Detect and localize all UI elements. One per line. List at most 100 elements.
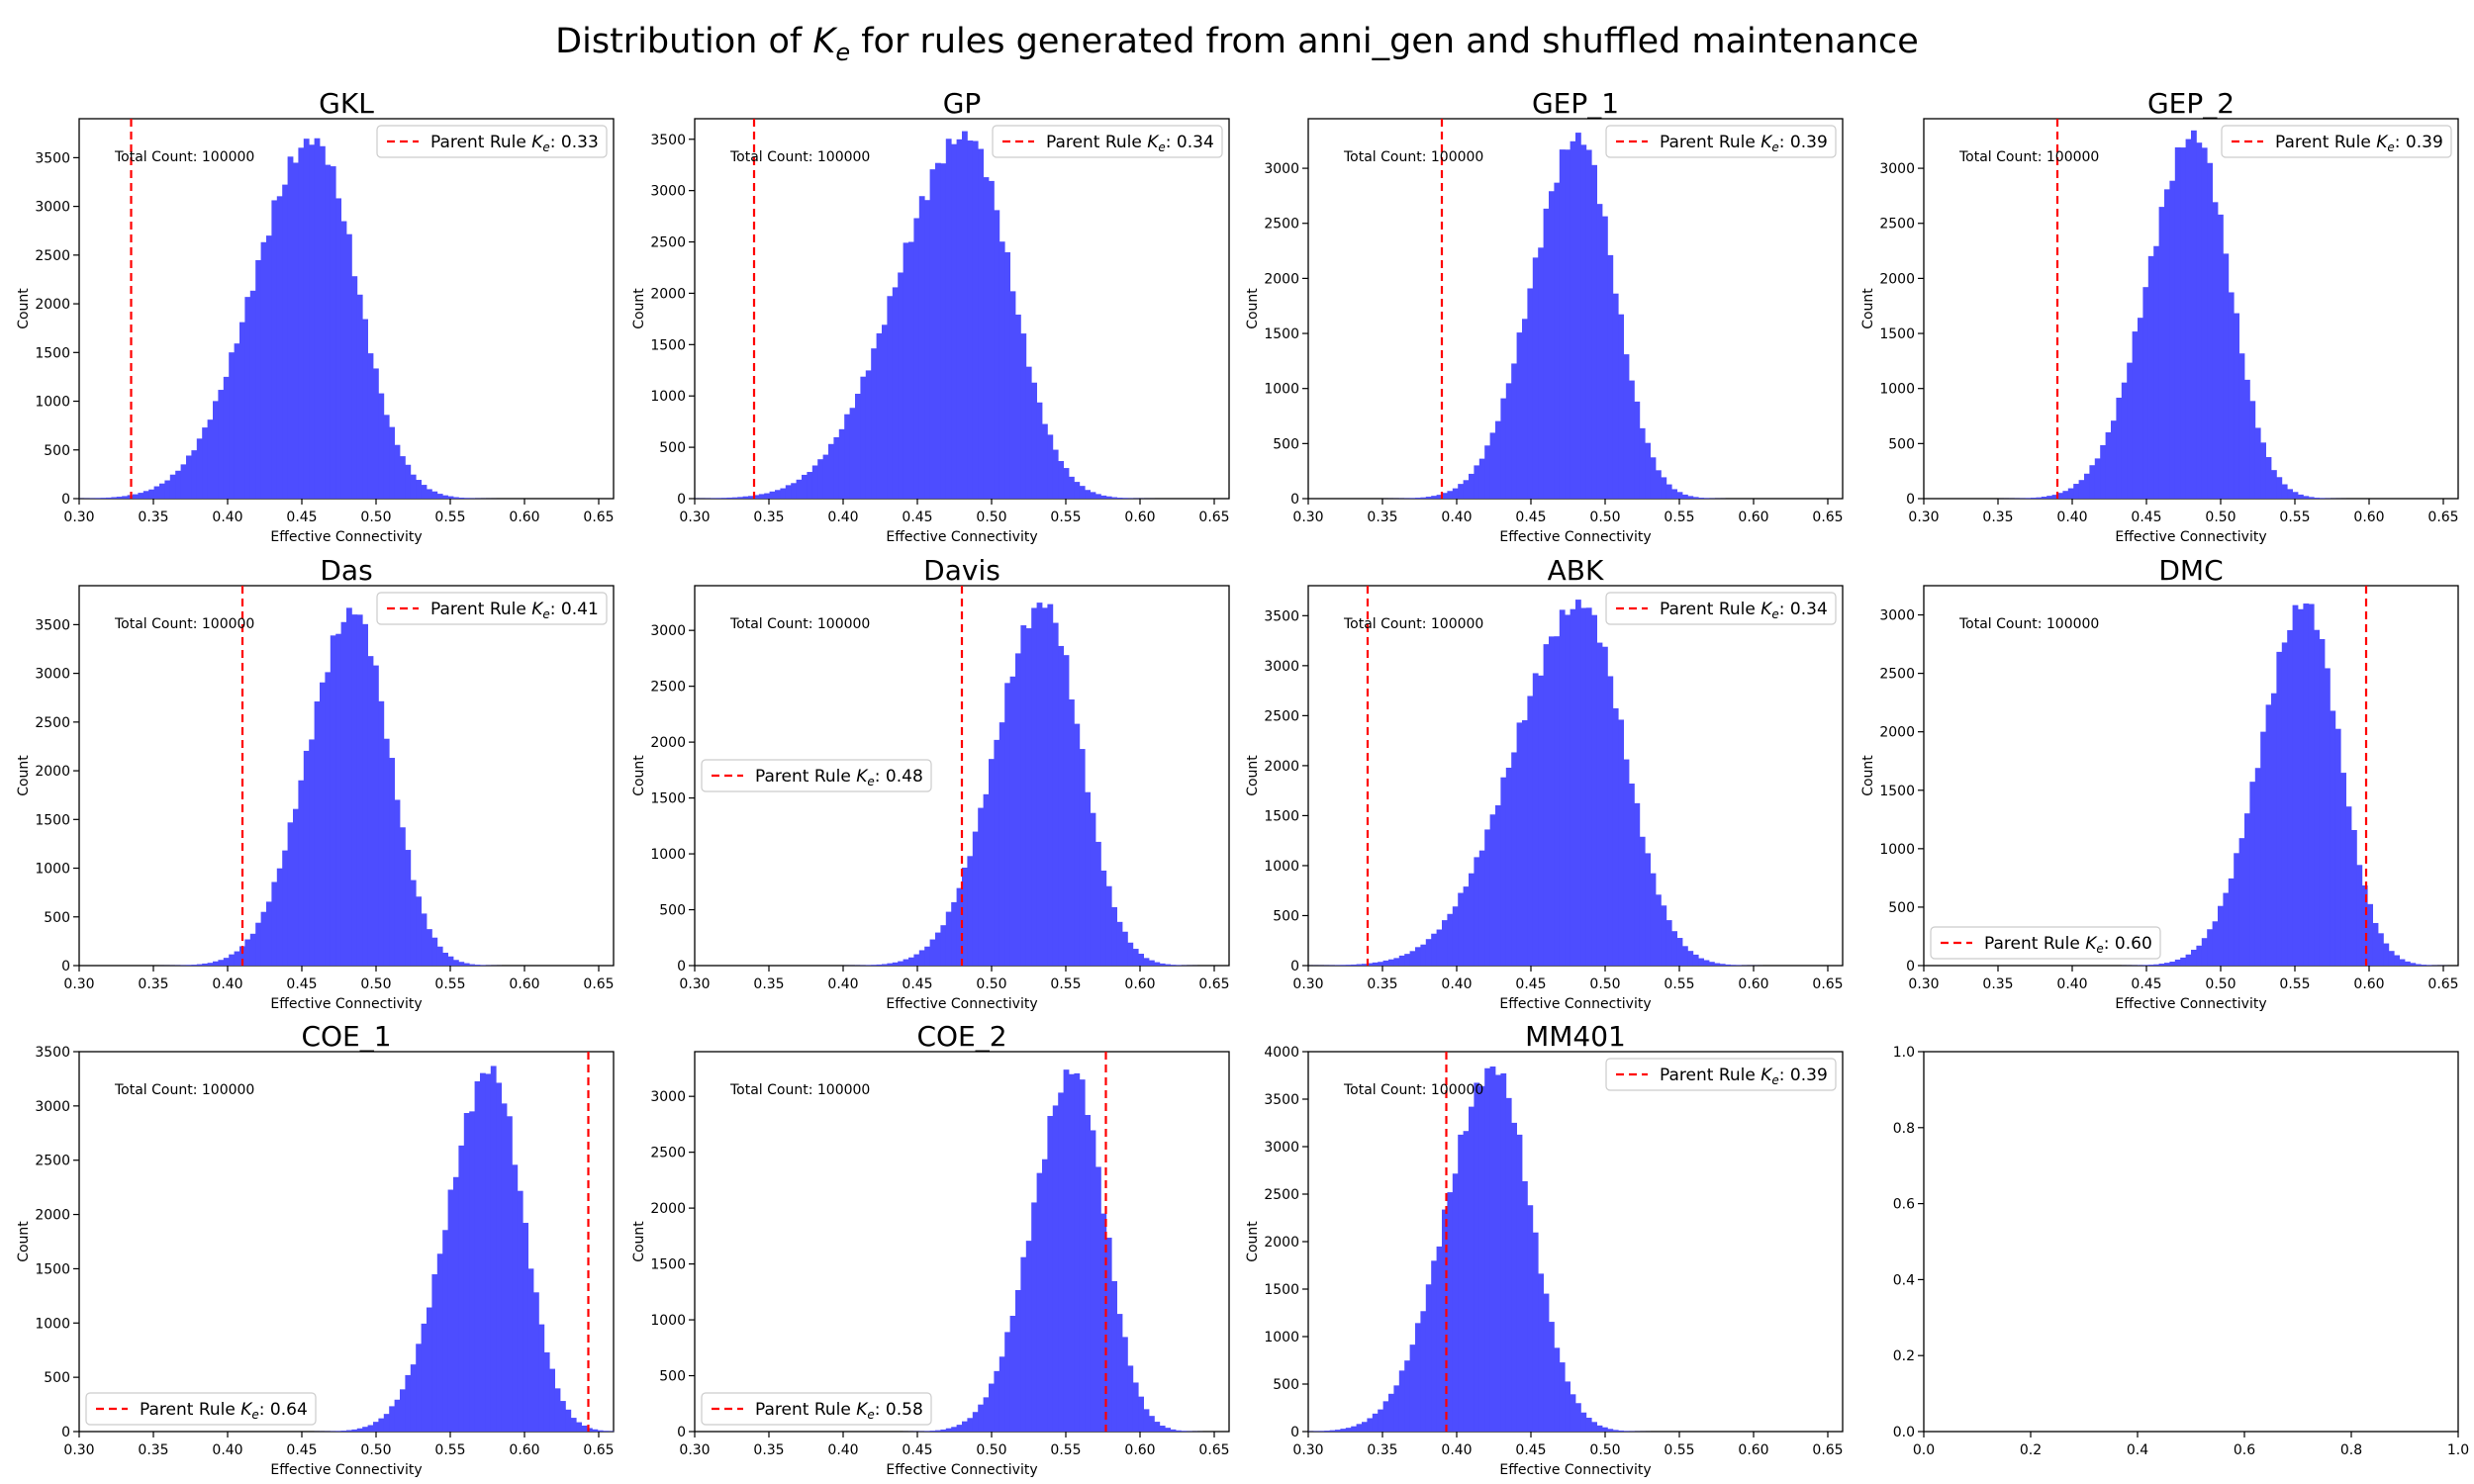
histogram-bar — [2271, 693, 2277, 966]
histogram-bar — [1538, 247, 1544, 499]
histogram-bar — [431, 937, 438, 966]
y-tick-label: 1.0 — [1893, 1045, 1915, 1061]
histogram-bar — [2067, 488, 2074, 499]
histogram-bar — [523, 1223, 528, 1432]
histogram-bar — [1042, 423, 1048, 499]
histogram-bar — [1639, 427, 1646, 499]
histogram-bar — [1559, 149, 1566, 500]
histogram-bar — [517, 1190, 523, 1432]
histogram-bar — [330, 166, 336, 499]
histogram-bar — [2330, 710, 2336, 966]
histogram-bar — [2147, 965, 2154, 966]
y-tick-label: 0.4 — [1893, 1272, 1915, 1288]
legend-box — [2221, 125, 2452, 158]
histogram-bar — [999, 1356, 1005, 1432]
histogram-bar — [394, 444, 401, 499]
histogram-bar — [1645, 442, 1651, 499]
panel-davis: 0.30 0.35 0.40 0.45 0.50 0.55 0.60 0.65 0 500 1000… — [631, 554, 1230, 1012]
histogram-bar — [1393, 958, 1400, 966]
panel-title: COE_2 — [916, 1020, 1006, 1053]
x-tick-label: 0.65 — [2427, 976, 2458, 992]
histogram-bar — [2147, 255, 2154, 499]
histogram-bar — [378, 700, 385, 966]
histogram-bar — [116, 497, 123, 499]
histogram-bar — [213, 401, 219, 499]
histogram-bar — [940, 925, 947, 966]
histogram-bar — [978, 1404, 984, 1432]
histogram-bar — [2234, 853, 2239, 966]
histogram-bar — [2057, 493, 2063, 499]
histogram-bar — [427, 1307, 432, 1432]
histogram-bar — [1420, 1311, 1427, 1432]
histogram-bar — [2158, 207, 2165, 499]
histogram-bar — [1596, 1425, 1603, 1432]
histogram-bar — [410, 474, 417, 499]
histogram-bar — [908, 241, 914, 499]
histogram-bar — [346, 233, 352, 499]
histogram-bar — [1596, 204, 1603, 499]
histogram-bar — [1015, 653, 1021, 966]
histogram-bar — [1602, 1427, 1608, 1432]
x-tick-label: 0.65 — [583, 1442, 614, 1458]
histogram-bar — [1025, 1241, 1032, 1432]
x-axis-label: Effective Connectivity — [1499, 996, 1651, 1012]
histogram-bar — [549, 1368, 555, 1432]
histogram-bar — [1474, 465, 1480, 499]
histogram-bar — [276, 196, 283, 499]
histogram-bar — [1478, 1085, 1485, 1432]
histogram-bar — [249, 933, 256, 966]
histogram-bar — [2426, 965, 2432, 966]
x-tick-label: 0.50 — [976, 510, 1006, 525]
histogram-bar — [282, 184, 288, 499]
x-tick-label: 0.60 — [509, 1442, 539, 1458]
histogram-bar — [1650, 457, 1657, 499]
histogram-bar — [1714, 963, 1721, 966]
panel-abk: 0.30 0.35 0.40 0.45 0.50 0.55 0.60 0.65 0 500 1000… — [1245, 554, 1844, 1012]
x-tick-label: 0.45 — [2131, 510, 2161, 525]
histogram-bar — [175, 470, 181, 499]
histogram-bar — [983, 793, 990, 966]
y-tick-label: 3000 — [1879, 161, 1915, 177]
histogram-bar — [1585, 149, 1592, 500]
histogram-bar — [565, 1409, 572, 1432]
histogram-bar — [2218, 905, 2224, 966]
histogram-bar — [1335, 1430, 1341, 1432]
histogram-bar — [1015, 315, 1021, 499]
x-axis-label: Effective Connectivity — [886, 996, 1037, 1012]
histogram-bar — [2405, 961, 2411, 966]
histogram-bar — [796, 479, 803, 499]
histogram-bar — [1469, 473, 1475, 499]
x-tick-label: 0.2 — [2020, 1442, 2042, 1458]
y-tick-label: 0 — [677, 492, 686, 508]
histogram-bar — [882, 325, 888, 499]
x-tick-label: 0.50 — [360, 510, 391, 525]
x-tick-label: 0.55 — [1664, 510, 1694, 525]
histogram-bar — [2041, 497, 2047, 499]
plot-frame — [694, 1051, 1230, 1433]
histogram-bar — [1442, 920, 1448, 966]
legend: Parent Rule Ke: 0.34 — [992, 125, 1223, 158]
histogram-bar — [1058, 1092, 1064, 1432]
histogram-bar — [1538, 1273, 1544, 1432]
histogram-bar — [1425, 939, 1432, 966]
histogram-bar — [2314, 498, 2320, 499]
histogram-bar — [2265, 457, 2272, 499]
histogram-bar — [1036, 1172, 1043, 1432]
y-axis-label: Count — [631, 1221, 647, 1262]
histogram-bar — [1522, 319, 1528, 499]
x-tick-label: 0.50 — [2205, 976, 2236, 992]
panel-title: Davis — [923, 554, 1000, 587]
histogram-bar — [191, 965, 198, 966]
histogram-bar — [1111, 497, 1117, 499]
histogram-bar — [2388, 951, 2395, 966]
x-tick-label: 0.8 — [2340, 1442, 2362, 1458]
histogram-bar — [1340, 1429, 1347, 1432]
histogram-bar — [2078, 480, 2085, 499]
y-tick-label: 500 — [1273, 908, 1299, 924]
histogram-bar — [1623, 1431, 1630, 1432]
histogram-bar — [298, 780, 305, 966]
histogram-bar — [1650, 873, 1657, 966]
histogram-bar — [1522, 720, 1528, 966]
histogram-bar — [1612, 707, 1619, 966]
